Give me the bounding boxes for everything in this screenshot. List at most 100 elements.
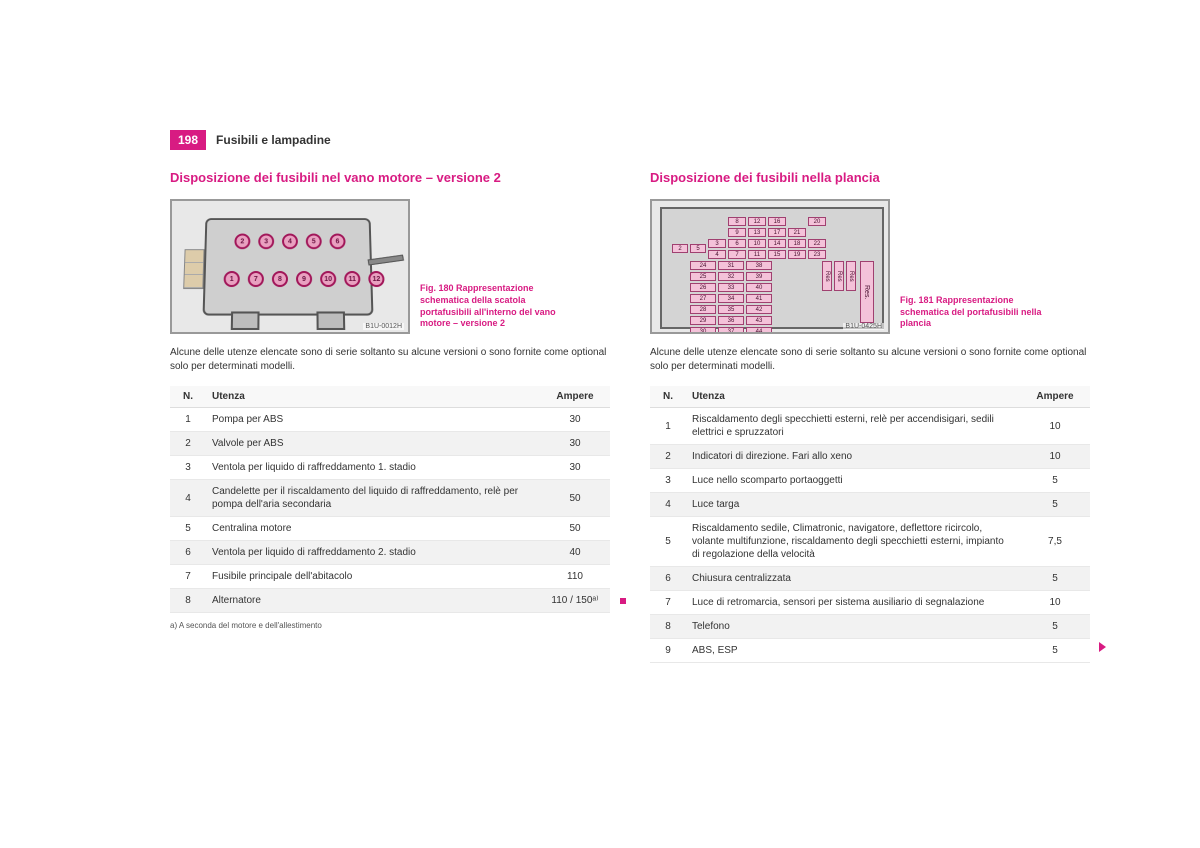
page-number: 198 bbox=[170, 130, 206, 150]
fuse-cell: 36 bbox=[718, 316, 744, 325]
cell-utenza: Pompa per ABS bbox=[206, 408, 540, 432]
cell-utenza: Luce nello scomparto portaoggetti bbox=[686, 469, 1020, 493]
fuse-circle: 2 bbox=[234, 234, 250, 250]
cell-n: 7 bbox=[650, 591, 686, 615]
fuse-circle: 7 bbox=[248, 271, 264, 287]
note-left: Alcune delle utenze elencate sono di ser… bbox=[170, 346, 610, 374]
fuse-cell: 13 bbox=[748, 228, 766, 237]
figure-row-right: 25 8121620913172136101418224711151923 24… bbox=[650, 199, 1090, 334]
engine-box-body: 23456 1789101112 bbox=[203, 218, 374, 315]
table-row: 1Pompa per ABS30 bbox=[170, 408, 610, 432]
cell-n: 8 bbox=[650, 615, 686, 639]
fuse-tbody-left: 1Pompa per ABS302Valvole per ABS303Vento… bbox=[170, 408, 610, 613]
fuse-cell: 27 bbox=[690, 294, 716, 303]
cell-utenza: Riscaldamento sedile, Climatronic, navig… bbox=[686, 517, 1020, 567]
table-row: 5Centralina motore50 bbox=[170, 517, 610, 541]
left-title: Disposizione dei fusibili nel vano motor… bbox=[170, 170, 610, 185]
cell-amp: 30 bbox=[540, 408, 610, 432]
fuse-cell: 44 bbox=[746, 327, 772, 334]
fuse-cell: 10 bbox=[748, 239, 766, 248]
fuse-circle: 3 bbox=[258, 234, 274, 250]
fuse-circle: 4 bbox=[282, 234, 298, 250]
cell-utenza: Candelette per il riscaldamento del liqu… bbox=[206, 480, 540, 517]
right-column: Disposizione dei fusibili nella plancia … bbox=[650, 170, 1090, 663]
table-row: 5Riscaldamento sedile, Climatronic, navi… bbox=[650, 517, 1090, 567]
fuse-cell: 26 bbox=[690, 283, 716, 292]
table-row: 2Valvole per ABS30 bbox=[170, 432, 610, 456]
fuse-cell: 40 bbox=[746, 283, 772, 292]
fuse-cell: 14 bbox=[768, 239, 786, 248]
footnote-left: a) A seconda del motore e dell'allestime… bbox=[170, 621, 610, 630]
cell-utenza: Ventola per liquido di raffreddamento 1.… bbox=[206, 456, 540, 480]
cell-n: 4 bbox=[170, 480, 206, 517]
cell-n: 4 bbox=[650, 493, 686, 517]
table-row: 1Riscaldamento degli specchietti esterni… bbox=[650, 408, 1090, 445]
cell-amp: 110 bbox=[540, 565, 610, 589]
fuse-tbody-right: 1Riscaldamento degli specchietti esterni… bbox=[650, 408, 1090, 663]
table-row: 7Fusibile principale dell'abitacolo110 bbox=[170, 565, 610, 589]
table-row: 6Ventola per liquido di raffreddamento 2… bbox=[170, 541, 610, 565]
cell-utenza: Centralina motore bbox=[206, 517, 540, 541]
cell-amp: 110 / 150ᵃ⁾ bbox=[540, 589, 610, 613]
cell-amp: 10 bbox=[1020, 445, 1090, 469]
fuse-cell: 3 bbox=[708, 239, 726, 248]
table-row: 4Candelette per il riscaldamento del liq… bbox=[170, 480, 610, 517]
cell-n: 8 bbox=[170, 589, 206, 613]
cell-utenza: Telefono bbox=[686, 615, 1020, 639]
fuse-cell: 12 bbox=[748, 217, 766, 226]
cell-utenza: ABS, ESP bbox=[686, 639, 1020, 663]
cell-utenza: Luce di retromarcia, sensori per sistema… bbox=[686, 591, 1020, 615]
right-title: Disposizione dei fusibili nella plancia bbox=[650, 170, 1090, 185]
table-row: 3Luce nello scomparto portaoggetti5 bbox=[650, 469, 1090, 493]
fuse-cell: 17 bbox=[768, 228, 786, 237]
cell-amp: 30 bbox=[540, 432, 610, 456]
cell-amp: 5 bbox=[1020, 469, 1090, 493]
dash-grid-top: 8121620913172136101418224711151923 bbox=[708, 217, 826, 259]
cell-n: 1 bbox=[170, 408, 206, 432]
table-row: 7Luce di retromarcia, sensori per sistem… bbox=[650, 591, 1090, 615]
fuse-cell: 33 bbox=[718, 283, 744, 292]
cell-amp: 7,5 bbox=[1020, 517, 1090, 567]
fuse-cell: 8 bbox=[728, 217, 746, 226]
cell-amp: 5 bbox=[1020, 493, 1090, 517]
fuse-cell: 6 bbox=[728, 239, 746, 248]
content: Disposizione dei fusibili nel vano motor… bbox=[170, 170, 1100, 663]
cell-amp: 5 bbox=[1020, 567, 1090, 591]
fuse-circle: 5 bbox=[306, 234, 322, 250]
fuse-cell: 25 bbox=[690, 272, 716, 281]
figure-row-left: 23456 1789101112 B1U-0012H Fig. 180 Rapp… bbox=[170, 199, 610, 334]
fuse-circle: 1 bbox=[224, 271, 240, 287]
fuse-cell: 35 bbox=[718, 305, 744, 314]
cell-amp: 50 bbox=[540, 480, 610, 517]
fuse-cell: 38 bbox=[746, 261, 772, 270]
table-row: 6Chiusura centralizzata5 bbox=[650, 567, 1090, 591]
fuse-table-right: N. Utenza Ampere 1Riscaldamento degli sp… bbox=[650, 386, 1090, 663]
cell-utenza: Chiusura centralizzata bbox=[686, 567, 1020, 591]
fuse-cell: 15 bbox=[768, 250, 786, 259]
th-utenza: Utenza bbox=[206, 386, 540, 408]
fuse-cell: 18 bbox=[788, 239, 806, 248]
cell-amp: 5 bbox=[1020, 639, 1090, 663]
fuse-cell: 22 bbox=[808, 239, 826, 248]
fuse-cell: 42 bbox=[746, 305, 772, 314]
th-utenza-r: Utenza bbox=[686, 386, 1020, 408]
dash-res-big: Res. bbox=[860, 261, 874, 323]
fuse-cell: 5 bbox=[690, 244, 706, 253]
figure-id-right: B1U-0425H bbox=[843, 323, 884, 330]
fuse-cell: 37 bbox=[718, 327, 744, 334]
fuse-cell: 31 bbox=[718, 261, 744, 270]
fuse-cell: 7 bbox=[728, 250, 746, 259]
fuse-reserve: Res bbox=[834, 261, 844, 291]
fuse-reserve: Res bbox=[822, 261, 832, 291]
fuse-cell: 28 bbox=[690, 305, 716, 314]
section-title: Fusibili e lampadine bbox=[216, 133, 331, 147]
dash-box-body: 25 8121620913172136101418224711151923 24… bbox=[660, 207, 884, 329]
fuse-cell: 30 bbox=[690, 327, 716, 334]
continue-arrow-icon bbox=[1099, 642, 1106, 652]
fuse-cell: 4 bbox=[708, 250, 726, 259]
fuse-cell: 29 bbox=[690, 316, 716, 325]
fuse-cell: 34 bbox=[718, 294, 744, 303]
fuse-circle: 11 bbox=[344, 271, 360, 287]
table-row: 8Telefono5 bbox=[650, 615, 1090, 639]
cell-utenza: Luce targa bbox=[686, 493, 1020, 517]
